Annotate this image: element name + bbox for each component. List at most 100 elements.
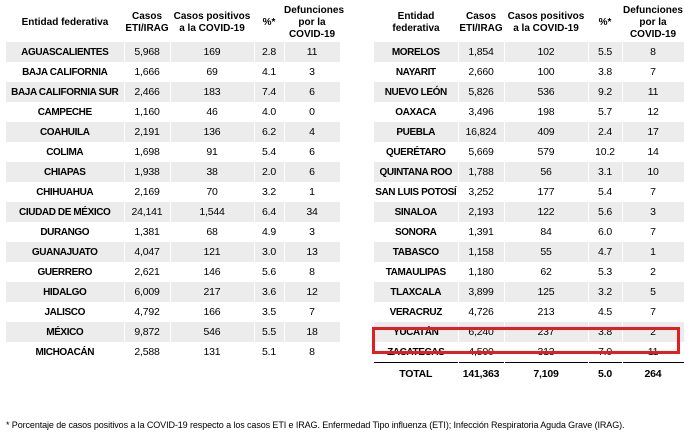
cell-positivos: 546 bbox=[170, 322, 255, 342]
table-row: DURANGO 1,381 68 4.9 3 bbox=[6, 222, 341, 242]
cell-entidad: QUINTANA ROO bbox=[374, 162, 459, 182]
cell-entidad: DURANGO bbox=[6, 222, 125, 242]
cell-pct: 3.2 bbox=[254, 182, 285, 202]
cell-pct: 4.0 bbox=[254, 102, 285, 122]
cell-casos: 3,899 bbox=[458, 282, 505, 302]
cell-pct: 6.0 bbox=[588, 222, 623, 242]
cell-positivos: 56 bbox=[504, 162, 589, 182]
cell-defunciones: 6 bbox=[284, 82, 341, 102]
cell-positivos: 102 bbox=[504, 42, 589, 62]
cell-pct: 3.6 bbox=[254, 282, 285, 302]
cell-casos: 9,872 bbox=[124, 322, 171, 342]
cell-pct: 10.2 bbox=[588, 142, 623, 162]
header-entidad: Entidad federativa bbox=[21, 17, 109, 28]
cell-pct: 5.5 bbox=[254, 322, 285, 342]
cell-defunciones: 4 bbox=[284, 122, 341, 142]
table-row: NUEVO LEÓN 5,826 536 9.2 11 bbox=[374, 82, 685, 102]
total-entidad: TOTAL bbox=[374, 362, 459, 385]
cell-entidad: GUANAJUATO bbox=[6, 242, 125, 262]
cell-positivos: 62 bbox=[504, 262, 589, 282]
cell-entidad: TLAXCALA bbox=[374, 282, 459, 302]
cell-entidad: SINALOA bbox=[374, 202, 459, 222]
cell-casos: 1,788 bbox=[458, 162, 505, 182]
table-row: SAN LUIS POTOSÍ 3,252 177 5.4 7 bbox=[374, 182, 685, 202]
cell-pct: 5.4 bbox=[588, 182, 623, 202]
cell-casos: 1,158 bbox=[458, 242, 505, 262]
cell-positivos: 131 bbox=[170, 342, 255, 362]
cell-casos: 4,792 bbox=[124, 302, 171, 322]
cell-defunciones: 7 bbox=[622, 62, 685, 82]
table-row: GUANAJUATO 4,047 121 3.0 13 bbox=[6, 242, 341, 262]
table-row: MORELOS 1,854 102 5.5 8 bbox=[374, 42, 685, 62]
table-row: CAMPECHE 1,160 46 4.0 0 bbox=[6, 102, 341, 122]
header-row: Entidad federativa Casos ETI/IRAG Casos … bbox=[6, 4, 344, 42]
cell-casos: 2,660 bbox=[458, 62, 505, 82]
cell-positivos: 198 bbox=[504, 102, 589, 122]
cell-pct: 5.4 bbox=[254, 142, 285, 162]
cell-defunciones: 7 bbox=[622, 302, 685, 322]
cell-casos: 2,621 bbox=[124, 262, 171, 282]
header-row: Entidad federativa Casos ETI/IRAG Casos … bbox=[374, 4, 684, 42]
cell-positivos: 100 bbox=[504, 62, 589, 82]
cell-pct: 3.5 bbox=[254, 302, 285, 322]
cell-defunciones: 11 bbox=[622, 82, 685, 102]
cell-entidad: MICHOACÁN bbox=[6, 342, 125, 362]
cell-entidad: MORELOS bbox=[374, 42, 459, 62]
cell-positivos: 409 bbox=[504, 122, 589, 142]
cell-entidad: PUEBLA bbox=[374, 122, 459, 142]
table-row: GUERRERO 2,621 146 5.6 8 bbox=[6, 262, 341, 282]
cell-defunciones: 7 bbox=[284, 302, 341, 322]
table-row: AGUASCALIENTES 5,968 169 2.8 11 bbox=[6, 42, 341, 62]
cell-positivos: 125 bbox=[504, 282, 589, 302]
table-row: MICHOACÁN 2,588 131 5.1 8 bbox=[6, 342, 341, 362]
cell-casos: 3,496 bbox=[458, 102, 505, 122]
cell-pct: 6.2 bbox=[254, 122, 285, 142]
table-row: JALISCO 4,792 166 3.5 7 bbox=[6, 302, 341, 322]
cell-positivos: 146 bbox=[170, 262, 255, 282]
footnote: * Porcentaje de casos positivos a la COV… bbox=[6, 420, 625, 430]
cell-entidad: CAMPECHE bbox=[6, 102, 125, 122]
cell-pct: 7.4 bbox=[254, 82, 285, 102]
cell-positivos: 38 bbox=[170, 162, 255, 182]
cell-defunciones: 12 bbox=[284, 282, 341, 302]
cell-positivos: 70 bbox=[170, 182, 255, 202]
cell-casos: 24,141 bbox=[124, 202, 171, 222]
cell-defunciones: 6 bbox=[284, 142, 341, 162]
cell-defunciones: 2 bbox=[622, 262, 685, 282]
cell-casos: 2,169 bbox=[124, 182, 171, 202]
cell-positivos: 183 bbox=[170, 82, 255, 102]
table-row: MÉXICO 9,872 546 5.5 18 bbox=[6, 322, 341, 342]
table-row: SONORA 1,391 84 6.0 7 bbox=[374, 222, 685, 242]
cell-casos: 4,047 bbox=[124, 242, 171, 262]
table-row: BAJA CALIFORNIA SUR 2,466 183 7.4 6 bbox=[6, 82, 341, 102]
total-positivos: 7,109 bbox=[504, 362, 589, 385]
cell-casos: 1,180 bbox=[458, 262, 505, 282]
table-row: COLIMA 1,698 91 5.4 6 bbox=[6, 142, 341, 162]
cell-positivos: 55 bbox=[504, 242, 589, 262]
cell-entidad: JALISCO bbox=[6, 302, 125, 322]
cell-pct: 3.2 bbox=[588, 282, 623, 302]
table-row: VERACRUZ 4,726 213 4.5 7 bbox=[374, 302, 685, 322]
cell-pct: 5.6 bbox=[588, 202, 623, 222]
cell-entidad: TABASCO bbox=[374, 242, 459, 262]
cell-defunciones: 3 bbox=[284, 62, 341, 82]
cell-positivos: 69 bbox=[170, 62, 255, 82]
cell-pct: 4.5 bbox=[588, 302, 623, 322]
cell-pct: 2.0 bbox=[254, 162, 285, 182]
cell-pct: 9.2 bbox=[588, 82, 623, 102]
header-pct: %* bbox=[262, 17, 276, 28]
left-table: Entidad federativa Casos ETI/IRAG Casos … bbox=[6, 4, 344, 362]
veracruz-highlight-box bbox=[372, 327, 680, 354]
cell-positivos: 46 bbox=[170, 102, 255, 122]
cell-positivos: 169 bbox=[170, 42, 255, 62]
cell-casos: 4,726 bbox=[458, 302, 505, 322]
cell-casos: 1,391 bbox=[458, 222, 505, 242]
cell-defunciones: 1 bbox=[622, 242, 685, 262]
cell-casos: 3,252 bbox=[458, 182, 505, 202]
cell-defunciones: 5 bbox=[622, 282, 685, 302]
cell-pct: 4.1 bbox=[254, 62, 285, 82]
cell-entidad: BAJA CALIFORNIA SUR bbox=[6, 82, 125, 102]
cell-pct: 2.8 bbox=[254, 42, 285, 62]
table-row: COAHUILA 2,191 136 6.2 4 bbox=[6, 122, 341, 142]
right-table-body: MORELOS 1,854 102 5.5 8 NAYARIT 2,660 100 3.8 7 NU… bbox=[374, 42, 685, 385]
